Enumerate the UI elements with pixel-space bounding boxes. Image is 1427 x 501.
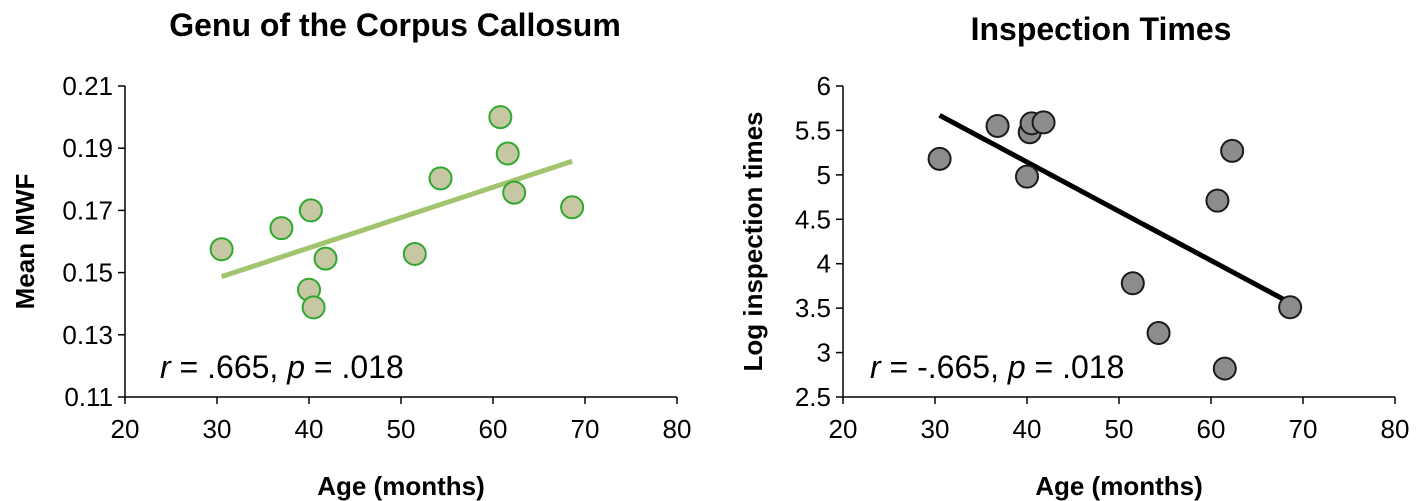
x-tick-label: 60 <box>1197 414 1226 444</box>
y-tick-label: 0.11 <box>64 382 113 412</box>
data-point <box>298 198 323 223</box>
y-tick-label: 4.5 <box>795 204 831 234</box>
y-tick-label: 5 <box>817 160 831 190</box>
y-tick-label: 0.19 <box>62 133 113 163</box>
x-tick-label: 70 <box>1289 414 1318 444</box>
y-tick-label: 0.13 <box>62 320 113 350</box>
y-tick-label: 0.17 <box>62 195 113 225</box>
x-tick-label: 30 <box>921 414 950 444</box>
x-tick-label: 20 <box>829 414 858 444</box>
data-point <box>502 180 527 205</box>
y-tick-label: 4 <box>817 249 831 279</box>
trend-line <box>938 113 1292 306</box>
chart-2: Inspection Times 2.5 3 3.5 4 4.5 5 5.5 6 20 30 40 50… <box>738 11 1409 501</box>
x-tick-label: 70 <box>571 414 600 444</box>
data-point <box>985 113 1010 138</box>
data-point <box>1278 295 1303 320</box>
x-tick-label: 40 <box>1013 414 1042 444</box>
y-tick-label: 5.5 <box>795 115 831 145</box>
y-tick-label: 3 <box>817 338 831 368</box>
data-point <box>1031 110 1056 135</box>
x-tick-label: 40 <box>295 414 324 444</box>
x-tick-label: 50 <box>1105 414 1134 444</box>
correlation-annotation: r = .665, p = .018 <box>160 349 404 385</box>
trend-line <box>220 158 573 280</box>
y-axis-label: Log inspection times <box>738 111 768 371</box>
x-tick-label: 50 <box>387 414 416 444</box>
y-tick-label: 6 <box>817 71 831 101</box>
x-tick-label: 30 <box>203 414 232 444</box>
data-point <box>1205 188 1230 213</box>
y-tick-label: 2.5 <box>795 382 831 412</box>
x-tick-label: 80 <box>663 414 692 444</box>
annotation-value: = .018 <box>1026 349 1125 385</box>
chart-1: Genu of the Corpus Callosum 0.11 0.13 0.15 0… <box>10 7 691 501</box>
annotation-symbol: p <box>286 349 305 385</box>
x-tick-label: 20 <box>111 414 140 444</box>
data-point <box>1146 321 1171 346</box>
chart-title: Genu of the Corpus Callosum <box>169 7 621 43</box>
annotation-symbol: r <box>870 349 882 385</box>
data-point <box>560 195 585 220</box>
annotation-value: = .018 <box>305 349 404 385</box>
data-point <box>301 295 326 320</box>
chart-title: Inspection Times <box>971 11 1232 47</box>
data-point <box>313 246 338 271</box>
y-tick-label: 3.5 <box>795 293 831 323</box>
data-point <box>495 141 520 166</box>
data-point <box>1220 138 1245 163</box>
x-axis-label: Age (months) <box>317 471 485 501</box>
y-tick-label: 0.15 <box>62 258 113 288</box>
data-point <box>209 237 234 262</box>
data-point <box>927 146 952 171</box>
x-tick-label: 80 <box>1381 414 1410 444</box>
data-point <box>1212 356 1237 381</box>
data-point <box>1120 271 1145 296</box>
annotation-value: = -.665, <box>881 349 1008 385</box>
annotation-symbol: r <box>160 349 172 385</box>
data-point <box>1015 164 1039 189</box>
annotation-symbol: p <box>1007 349 1026 385</box>
annotation-value: = .665, <box>171 349 288 385</box>
y-tick-label: 0.21 <box>62 71 113 101</box>
x-axis-label: Age (months) <box>1035 471 1203 501</box>
data-point <box>269 216 294 241</box>
correlation-annotation: r = -.665, p = .018 <box>870 349 1124 385</box>
x-tick-label: 60 <box>479 414 508 444</box>
data-point <box>488 105 513 130</box>
y-axis-label: Mean MWF <box>10 174 40 310</box>
data-point <box>428 166 453 191</box>
data-point <box>402 241 427 266</box>
